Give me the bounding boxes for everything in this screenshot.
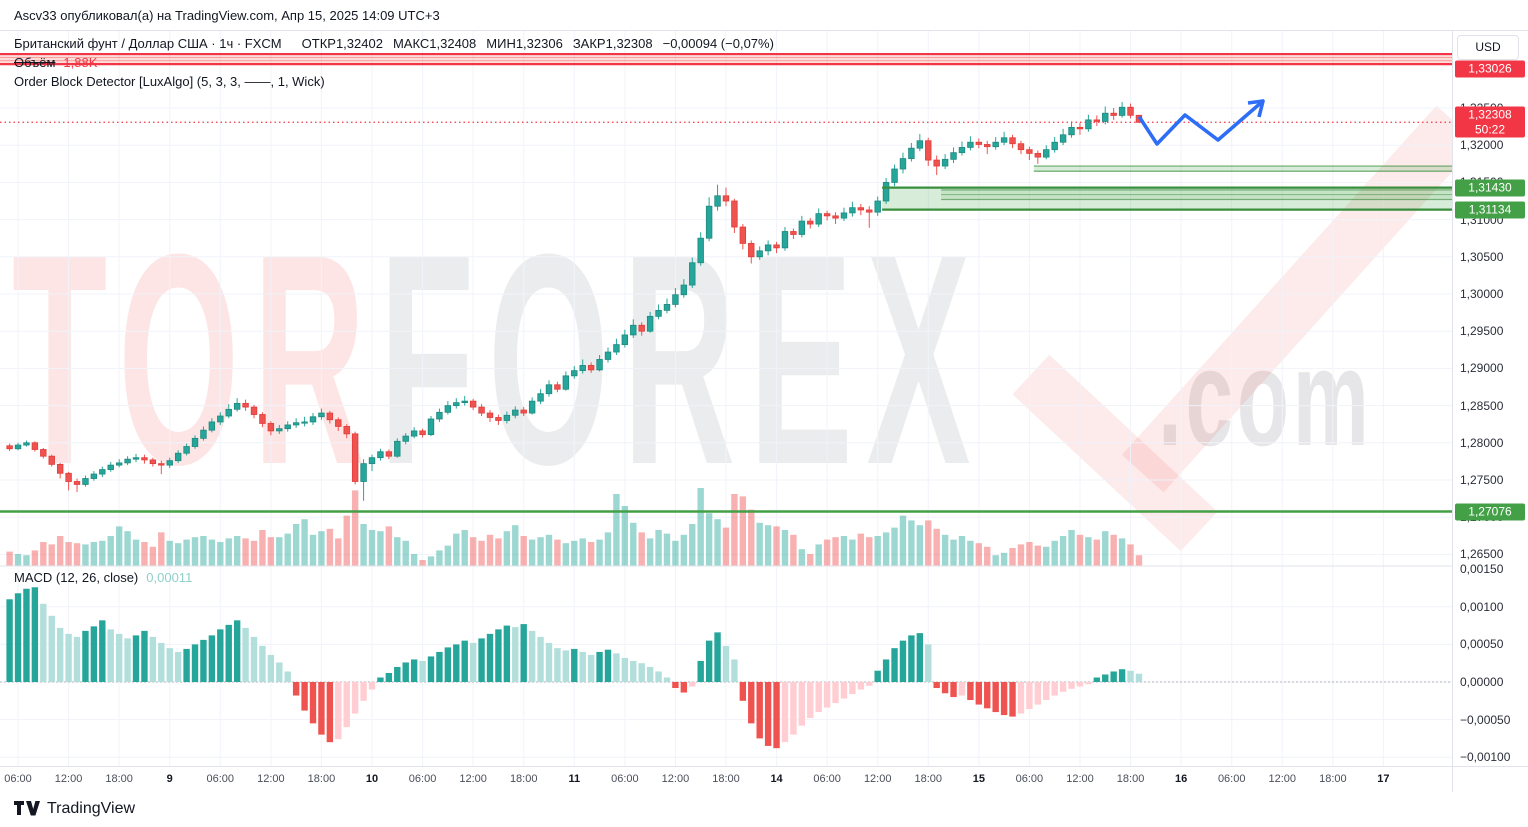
open-label: ОТКР	[301, 36, 336, 51]
watermark-text: TORFOREX	[12, 209, 984, 509]
time-tick-06:00: 06:00	[4, 773, 32, 785]
time-tick-06:00: 06:00	[1015, 773, 1044, 785]
price-axis[interactable]: USD 1,325001,320001,315001,310001,305001…	[1452, 31, 1528, 766]
price-tick-1,30000: 1,30000	[1460, 287, 1504, 301]
tradingview-logo-text: TradingView	[47, 800, 136, 817]
time-tick-06:00: 06:00	[1217, 773, 1246, 785]
price-tick-1,29000: 1,29000	[1460, 361, 1504, 376]
countdown-timer: 50:22	[1474, 122, 1506, 137]
price-badge-1,32308: 1,32308 50:22	[1455, 106, 1525, 138]
time-tick-18:00: 18:00	[105, 773, 133, 785]
volume-value: 1,88K	[63, 55, 98, 70]
watermark-com: .com	[1158, 321, 1373, 475]
time-tick-12:00: 12:00	[257, 773, 285, 785]
orderblock-legend-row[interactable]: Order Block Detector [LuxAlgo] (5, 3, 3,…	[14, 74, 774, 89]
time-tick-day-15: 15	[972, 773, 985, 785]
time-tick-12:00: 12:00	[54, 773, 83, 785]
price-tick-1,27500: 1,27500	[1460, 473, 1504, 487]
watermark-forex: FOREX	[379, 191, 985, 527]
volume-label: Объём	[14, 55, 56, 70]
time-tick-12:00: 12:00	[459, 773, 487, 785]
time-tick-06:00: 06:00	[408, 773, 437, 785]
time-axis[interactable]: 06:00 12:00 18:00 9 06:00 12:00 18:00 10 06:00 12…	[0, 766, 1452, 792]
publish-text: Ascv33 опубликовал(а) на TradingView.com…	[14, 8, 440, 23]
macd-label: MACD (12, 26, close)	[14, 570, 139, 585]
low-label: МИН	[486, 36, 516, 51]
watermark: TORFOREX .com	[0, 31, 1452, 766]
chart-legend: Британский фунт / Доллар США · 1ч · FXCM…	[14, 36, 774, 93]
time-tick-day-16: 16	[1175, 773, 1188, 785]
currency-toggle-button[interactable]: USD	[1457, 35, 1519, 60]
price-tick-1,29500: 1,29500	[1460, 324, 1504, 339]
time-tick-day-11: 11	[568, 773, 581, 785]
price-badge-1,31430: 1,31430	[1455, 179, 1525, 197]
macd-tick-−0,00050: −0,00050	[1460, 712, 1511, 727]
time-tick-18:00: 18:00	[509, 773, 538, 785]
time-tick-18:00: 18:00	[307, 773, 336, 785]
price-tick-1,32000: 1,32000	[1460, 138, 1504, 153]
orderblock-indicator-label: Order Block Detector [LuxAlgo] (5, 3, 3,…	[14, 74, 325, 89]
time-tick-18:00: 18:00	[1319, 773, 1347, 785]
footer-bar: TradingView	[0, 790, 1528, 827]
macd-tick-0,00100: 0,00100	[1460, 599, 1504, 614]
time-tick-day-9: 9	[166, 773, 173, 785]
price-tick-1,30500: 1,30500	[1460, 249, 1504, 264]
price-chart-canvas[interactable]	[0, 31, 1452, 766]
change-value: −0,00094 (−0,07%)	[662, 36, 774, 51]
volume-legend-row[interactable]: Объём 1,88K	[14, 55, 774, 70]
tradingview-logo-icon	[14, 801, 40, 816]
time-tick-12:00: 12:00	[1066, 773, 1094, 785]
macd-tick-0,00000: 0,00000	[1460, 675, 1504, 689]
chart-area: TORFOREX .com Британский фунт / Доллар С…	[0, 30, 1528, 792]
price-badge-1,31134: 1,31134	[1455, 201, 1525, 219]
symbol-legend-row[interactable]: Британский фунт / Доллар США · 1ч · FXCM…	[14, 36, 774, 51]
open-value: 1,32402	[335, 36, 383, 51]
time-tick-18:00: 18:00	[712, 773, 740, 785]
time-tick-18:00: 18:00	[914, 773, 943, 785]
macd-legend-row[interactable]: MACD (12, 26, close) 0,00011	[14, 570, 192, 585]
watermark-tor: TOR	[12, 191, 380, 527]
time-tick-12:00: 12:00	[661, 773, 690, 785]
time-tick-06:00: 06:00	[206, 773, 235, 785]
high-value: 1,32408	[429, 36, 477, 51]
time-tick-06:00: 06:00	[813, 773, 841, 785]
high-label: МАКС	[392, 36, 430, 51]
time-tick-day-17: 17	[1377, 773, 1390, 785]
symbol-title: Британский фунт / Доллар США · 1ч · FXCM	[14, 36, 282, 51]
price-tick-1,28500: 1,28500	[1460, 398, 1504, 413]
price-badge-1,27076: 1,27076	[1455, 503, 1525, 521]
close-value: 1,32308	[605, 36, 653, 51]
macd-tick-0,00150: 0,00150	[1460, 562, 1504, 577]
time-tick-12:00: 12:00	[1268, 773, 1297, 785]
macd-tick-−0,00100: −0,00100	[1460, 750, 1511, 765]
price-tick-1,26500: 1,26500	[1460, 547, 1504, 562]
axis-corner	[1452, 766, 1528, 792]
time-tick-06:00: 06:00	[611, 773, 639, 785]
price-tick-1,28000: 1,28000	[1460, 435, 1504, 450]
tradingview-logo[interactable]: TradingView	[14, 800, 135, 818]
macd-tick-0,00050: 0,00050	[1460, 637, 1504, 652]
price-badge-1,33026: 1,33026	[1455, 60, 1525, 78]
macd-value: 0,00011	[146, 570, 193, 585]
time-tick-day-10: 10	[365, 773, 379, 785]
publish-bar: Ascv33 опубликовал(а) на TradingView.com…	[0, 0, 1528, 30]
close-label: ЗАКР	[572, 36, 606, 51]
time-tick-12:00: 12:00	[863, 773, 892, 785]
low-value: 1,32306	[515, 36, 563, 51]
time-tick-18:00: 18:00	[1116, 773, 1145, 785]
time-tick-day-14: 14	[770, 773, 783, 785]
